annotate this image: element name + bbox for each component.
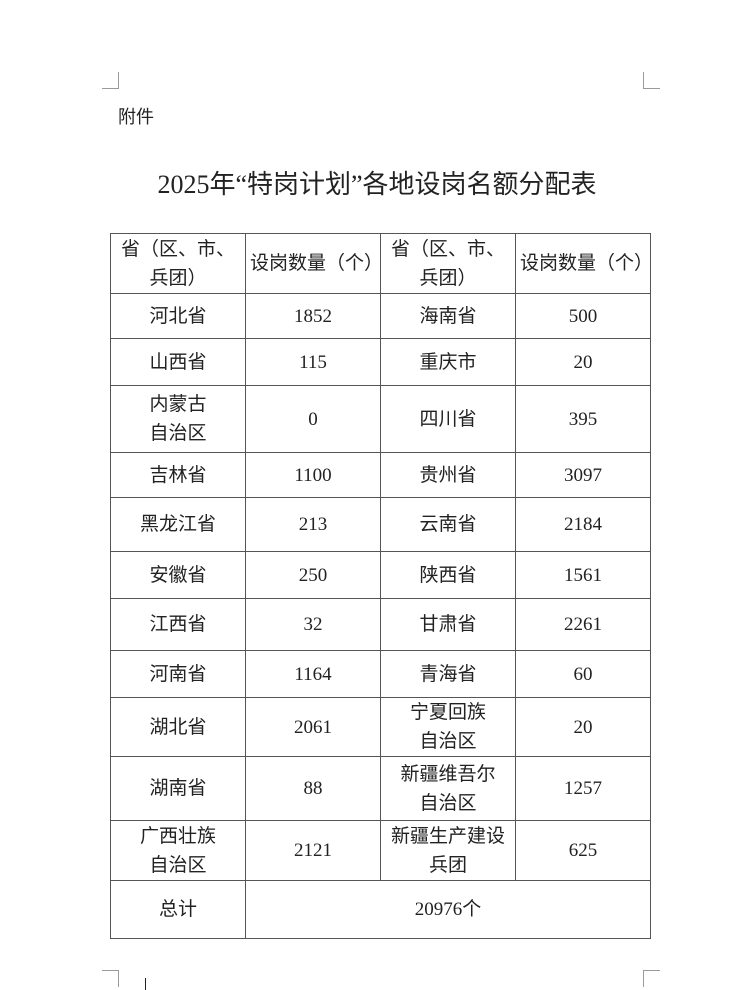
header-count: 设岗数量（个） [515, 233, 653, 294]
allocation-table: 省（区、市、兵团） 设岗数量（个） 省（区、市、兵团） 设岗数量（个） 河北省 1… [110, 233, 653, 939]
region-cell: 内蒙古 自治区 [110, 385, 246, 453]
region-cell: 甘肃省 [380, 598, 516, 651]
count-cell: 1164 [245, 650, 381, 698]
table-row: 湖北省 2061 宁夏回族 自治区 20 [110, 697, 651, 757]
table-row: 内蒙古 自治区 0 四川省 395 [110, 385, 651, 453]
total-value: 20976个 [245, 880, 651, 939]
region-cell: 河北省 [110, 293, 246, 339]
count-cell: 1561 [515, 551, 651, 599]
region-cell: 新疆生产建设 兵团 [380, 820, 516, 881]
region-cell: 重庆市 [380, 338, 516, 386]
total-label: 总计 [110, 880, 246, 939]
region-cell: 宁夏回族 自治区 [380, 697, 516, 757]
table-header-row: 省（区、市、兵团） 设岗数量（个） 省（区、市、兵团） 设岗数量（个） [110, 233, 653, 294]
header-count: 设岗数量（个） [245, 233, 383, 294]
table-row: 河北省 1852 海南省 500 [110, 293, 651, 339]
region-cell: 广西壮族 自治区 [110, 820, 246, 881]
count-cell: 250 [245, 551, 381, 599]
count-cell: 213 [245, 497, 381, 552]
table-row: 吉林省 1100 贵州省 3097 [110, 452, 651, 498]
total-row: 总计 20976个 [110, 880, 651, 939]
count-cell: 115 [245, 338, 381, 386]
table-row: 黑龙江省 213 云南省 2184 [110, 497, 651, 552]
count-cell: 1257 [515, 756, 651, 821]
table-row: 广西壮族 自治区 2121 新疆生产建设 兵团 625 [110, 820, 651, 881]
text-cursor [145, 978, 146, 990]
region-cell: 陕西省 [380, 551, 516, 599]
page-corner-mark [102, 72, 119, 89]
table-row: 山西省 115 重庆市 20 [110, 338, 651, 386]
table-row: 湖南省 88 新疆维吾尔 自治区 1257 [110, 756, 651, 821]
count-cell: 2121 [245, 820, 381, 881]
count-cell: 88 [245, 756, 381, 821]
region-cell: 安徽省 [110, 551, 246, 599]
page-corner-mark [102, 970, 119, 987]
attachment-label: 附件 [118, 107, 154, 127]
count-cell: 3097 [515, 452, 651, 498]
header-region: 省（区、市、兵团） [110, 233, 246, 294]
table-row: 江西省 32 甘肃省 2261 [110, 598, 651, 651]
count-cell: 32 [245, 598, 381, 651]
region-cell: 河南省 [110, 650, 246, 698]
count-cell: 1100 [245, 452, 381, 498]
count-cell: 2261 [515, 598, 651, 651]
region-cell: 黑龙江省 [110, 497, 246, 552]
region-cell: 江西省 [110, 598, 246, 651]
count-cell: 20 [515, 338, 651, 386]
count-cell: 0 [245, 385, 381, 453]
region-cell: 青海省 [380, 650, 516, 698]
count-cell: 60 [515, 650, 651, 698]
header-region: 省（区、市、兵团） [380, 233, 516, 294]
count-cell: 625 [515, 820, 651, 881]
count-cell: 1852 [245, 293, 381, 339]
region-cell: 吉林省 [110, 452, 246, 498]
region-cell: 四川省 [380, 385, 516, 453]
region-cell: 湖南省 [110, 756, 246, 821]
table-row: 安徽省 250 陕西省 1561 [110, 551, 651, 599]
page-corner-mark [643, 72, 660, 89]
document-title: 2025年“特岗计划”各地设岗名额分配表 [157, 170, 597, 199]
region-cell: 海南省 [380, 293, 516, 339]
count-cell: 2061 [245, 697, 381, 757]
region-cell: 云南省 [380, 497, 516, 552]
region-cell: 湖北省 [110, 697, 246, 757]
page-corner-mark [643, 970, 660, 987]
region-cell: 贵州省 [380, 452, 516, 498]
region-cell: 新疆维吾尔 自治区 [380, 756, 516, 821]
count-cell: 20 [515, 697, 651, 757]
count-cell: 395 [515, 385, 651, 453]
table-row: 河南省 1164 青海省 60 [110, 650, 651, 698]
region-cell: 山西省 [110, 338, 246, 386]
count-cell: 2184 [515, 497, 651, 552]
count-cell: 500 [515, 293, 651, 339]
